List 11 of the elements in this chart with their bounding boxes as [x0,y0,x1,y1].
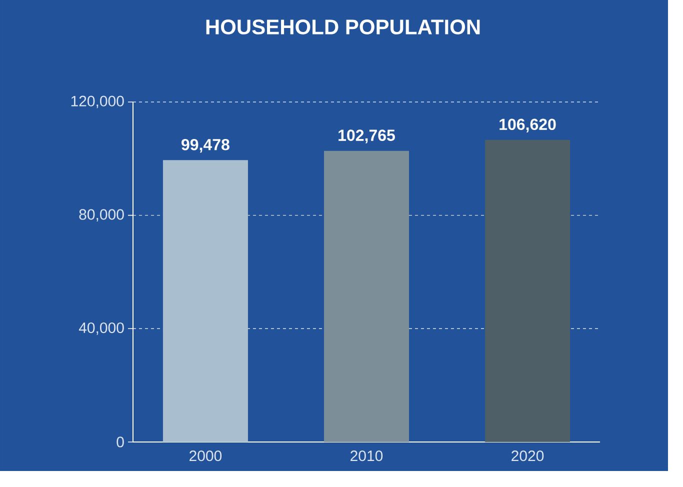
y-tick-label: 120,000 [71,96,124,108]
y-tick-label: 80,000 [79,209,124,222]
x-tick-label: 2000 [190,450,222,462]
y-tick-label: 40,000 [78,322,124,335]
x-tick-label: 2020 [512,450,544,462]
chart-title: HOUSEHOLD POPULATION [206,20,480,34]
y-tick-label: 0 [116,436,124,448]
data-label: 99,478 [182,138,230,153]
data-label: 102,765 [338,130,395,144]
x-tick-label: 2010 [350,450,383,462]
data-label: 106,620 [500,118,556,132]
